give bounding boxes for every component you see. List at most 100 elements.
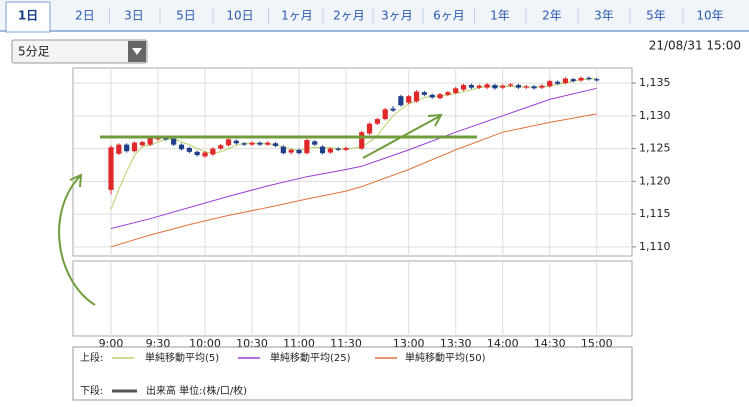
candle-body (335, 148, 341, 150)
interval-select[interactable]: 5分足 (11, 39, 148, 64)
tab[interactable]: 3日 (124, 9, 144, 23)
y-tick-label: 1,135 (639, 76, 671, 89)
tab[interactable]: 2日 (75, 9, 95, 23)
candle-body (547, 81, 553, 87)
tab[interactable]: 5日 (176, 9, 196, 23)
candle-body (476, 85, 482, 88)
candle-body (257, 142, 263, 145)
candle-body (108, 147, 114, 190)
candle-body (186, 147, 192, 152)
candle-body (374, 119, 380, 124)
legend-upper-label: 上段: (80, 351, 103, 364)
candle-body (500, 85, 506, 88)
candle-body (531, 86, 537, 89)
candle-body (554, 81, 561, 84)
candle-body (445, 92, 451, 95)
tab[interactable]: 2ヶ月 (333, 9, 365, 23)
tab[interactable]: 3年 (594, 9, 614, 23)
candle-body (233, 140, 239, 144)
lower-panel (72, 260, 633, 337)
legend: 単純移動平均(5) 単純移動平均(25) 単純移動平均(50) 出来高 単位:(株/口… (112, 351, 486, 397)
candle-body (578, 77, 584, 81)
candle-body (562, 78, 569, 84)
tab[interactable]: 6ヶ月 (433, 9, 465, 23)
candle-body (241, 143, 247, 145)
candle-body (484, 84, 490, 88)
legend-label: 単純移動平均(50) (405, 351, 486, 364)
candle-body (327, 148, 333, 153)
candle-body (218, 145, 224, 149)
tab[interactable]: 10日 (226, 9, 253, 23)
annotation-arrowhead (427, 113, 443, 127)
candle-body (539, 85, 545, 88)
legend-label: 単純移動平均(25) (270, 351, 351, 364)
tab[interactable]: 1日 (18, 9, 38, 23)
candle-body (194, 151, 200, 156)
candle-body (359, 132, 365, 149)
tab[interactable]: 3ヶ月 (381, 9, 413, 23)
tab[interactable]: 1年 (490, 9, 510, 23)
candle-body (249, 142, 255, 145)
candle-body (116, 144, 122, 154)
legend-lower-label: 下段: (80, 384, 103, 397)
candle-body (139, 142, 145, 146)
candle-body (523, 86, 529, 88)
annotations (58, 113, 477, 306)
tab[interactable]: 10年 (696, 9, 723, 23)
candle-body (296, 149, 302, 154)
tab-selected-bg (5, 1, 51, 33)
tab-bar (0, 0, 749, 31)
y-tick-label: 1,125 (639, 142, 671, 155)
legend-box (72, 346, 633, 401)
select-label: 5分足 (18, 45, 50, 59)
annotation-arrow (362, 115, 441, 159)
candle-body (390, 108, 396, 111)
candle-body (421, 92, 427, 95)
legend-label: 出来高 単位:(株/口/枚) (146, 384, 247, 397)
candle-body (515, 85, 521, 88)
annotation-arrowhead (69, 173, 83, 188)
candle-body (304, 140, 310, 154)
candle-body (398, 96, 404, 106)
candle-body (594, 79, 600, 81)
annotation-arrow (58, 175, 96, 306)
candle-body (171, 138, 177, 145)
candle-body (319, 146, 326, 154)
candle-body (147, 138, 153, 145)
candle-body (460, 85, 467, 90)
select-box[interactable] (11, 39, 148, 64)
y-tick-label: 1,120 (639, 174, 671, 187)
ma-line (110, 87, 597, 229)
tab[interactable]: 5年 (646, 9, 666, 23)
plot (108, 76, 600, 248)
candle-body (280, 146, 286, 154)
candle-body (453, 88, 459, 93)
candle-body (586, 77, 592, 80)
candle-body (382, 109, 388, 120)
legend-label: 単純移動平均(5) (145, 351, 219, 364)
tabs: 1日 2日 3日 5日 10日 1ヶ月 2ヶ月 3ヶ月 6ヶ月 1年 2年 3年 5年 10年 (5, 1, 724, 33)
candle-body (406, 96, 412, 103)
candle-body (570, 79, 576, 82)
candle-body (507, 84, 514, 86)
candle-body (343, 147, 349, 150)
candle-body (225, 139, 232, 146)
candle-body (202, 152, 208, 157)
candle-body (272, 143, 279, 146)
candle-body (178, 144, 185, 150)
candle-body (468, 85, 474, 88)
tab[interactable]: 1ヶ月 (281, 9, 313, 23)
candle-body (366, 123, 373, 134)
candle-body (210, 148, 216, 155)
upper-panel (72, 67, 633, 257)
candle-body (265, 142, 271, 145)
candle-body (413, 91, 420, 102)
candle-body (124, 144, 130, 152)
candle-body (288, 149, 294, 153)
tab[interactable]: 2年 (542, 9, 562, 23)
y-tick-label: 1,110 (639, 240, 671, 253)
candle-body (429, 94, 435, 98)
select-arrow (132, 48, 142, 55)
y-tick-label: 1,130 (639, 109, 671, 122)
